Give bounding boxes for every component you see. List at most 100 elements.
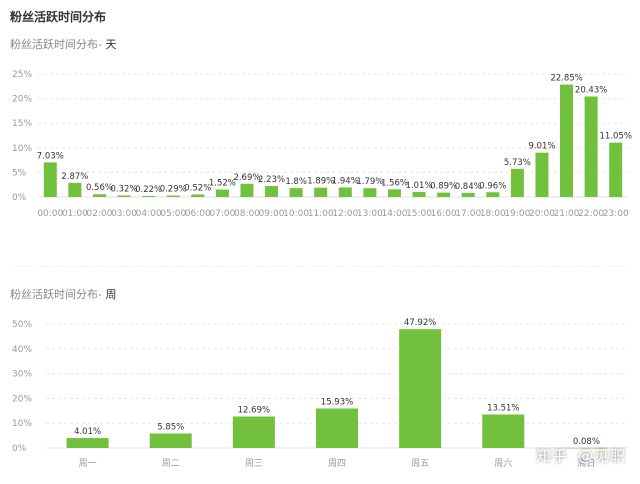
x-tick-label: 00:00 — [37, 209, 63, 219]
y-tick-label: 5% — [12, 168, 27, 178]
y-tick-label: 50% — [12, 320, 32, 330]
y-tick-label: 25% — [12, 70, 32, 80]
x-tick-label: 周三 — [245, 458, 263, 469]
bar — [265, 186, 279, 197]
bar — [535, 152, 549, 197]
x-tick-label: 03:00 — [111, 209, 137, 219]
bar — [609, 142, 623, 197]
bar-value-label: 5.85% — [157, 422, 184, 432]
bar — [149, 433, 192, 448]
y-tick-label: 15% — [12, 119, 32, 129]
bar — [289, 188, 303, 197]
bar — [399, 329, 442, 448]
bar — [338, 187, 352, 197]
bar-value-label: 1.89% — [307, 177, 334, 187]
y-tick-label: 40% — [12, 345, 32, 355]
bar-value-label: 7.03% — [37, 151, 64, 161]
x-tick-label: 周六 — [494, 457, 512, 469]
x-tick-label: 10:00 — [283, 209, 309, 219]
y-tick-label: 10% — [12, 144, 32, 154]
bar — [584, 96, 598, 197]
bar — [363, 188, 377, 197]
bar-value-label: 13.51% — [487, 403, 519, 413]
bar-value-label: 2.23% — [258, 175, 285, 185]
bar — [166, 195, 180, 197]
week-chart-title-suffix: 周 — [105, 288, 117, 301]
x-tick-label: 15:00 — [406, 209, 432, 219]
x-tick-label: 20:00 — [529, 209, 555, 219]
y-tick-label: 10% — [12, 419, 32, 429]
bar — [437, 192, 451, 197]
bar — [316, 408, 358, 448]
bar-value-label: 0.96% — [479, 181, 506, 191]
bar-value-label: 4.01% — [74, 427, 101, 437]
weekly-activity-chart: 0% 10% 20% 30% 40% 50% 4.01% 周一 5.85% 周二 12.69% 周三 1… — [12, 318, 628, 469]
bar-value-label: 1.01% — [406, 181, 433, 191]
x-tick-label: 12:00 — [332, 209, 358, 219]
day-chart-title: 粉丝活跃时间分布- 天 — [10, 36, 116, 52]
y-tick-label: 0% — [12, 444, 27, 454]
x-tick-label: 07:00 — [209, 209, 235, 219]
section-divider — [10, 266, 630, 267]
x-tick-label: 周一 — [79, 458, 97, 469]
bar-value-label: 1.8% — [285, 177, 307, 187]
x-tick-label: 04:00 — [136, 209, 162, 219]
bar — [142, 195, 156, 197]
x-tick-label: 08:00 — [234, 209, 260, 219]
bar-value-label: 1.94% — [332, 176, 359, 186]
bar — [565, 447, 608, 449]
page-title: 粉丝活跃时间分布 — [10, 10, 107, 24]
day-chart-title-suffix: 天 — [105, 38, 117, 51]
bar — [66, 438, 109, 448]
week-chart-title: 粉丝活跃时间分布- 周 — [10, 286, 116, 302]
x-tick-label: 05:00 — [160, 209, 186, 219]
bar — [232, 416, 275, 448]
bar-value-label: 2.69% — [233, 173, 260, 183]
watermark: 知乎 @见职 — [536, 445, 626, 466]
bar-value-label: 1.56% — [381, 178, 408, 188]
bar-value-label: 1.79% — [356, 177, 383, 187]
bar-value-label: 22.85% — [550, 74, 582, 84]
bar-value-label: 0.89% — [430, 182, 457, 192]
watermark-author: @见职 — [577, 447, 626, 465]
x-tick-label: 21:00 — [554, 209, 580, 219]
bar — [43, 162, 57, 197]
bar — [215, 189, 229, 197]
bar — [191, 194, 205, 197]
watermark-brand: 知乎 — [535, 447, 568, 465]
bar-value-label: 20.43% — [575, 85, 607, 95]
x-tick-label: 06:00 — [185, 209, 211, 219]
x-tick-label: 周四 — [328, 458, 346, 469]
bar-value-label: 12.69% — [238, 406, 270, 416]
bar-value-label: 1.52% — [209, 179, 236, 189]
x-tick-label: 16:00 — [431, 209, 457, 219]
bar — [482, 414, 525, 448]
week-chart-title-prefix: 粉丝活跃时间分布- — [10, 288, 102, 301]
bar — [240, 183, 254, 197]
bar — [117, 195, 131, 197]
x-tick-label: 19:00 — [504, 209, 530, 219]
bar-value-label: 47.92% — [404, 318, 436, 328]
bar-value-label: 0.56% — [86, 183, 113, 193]
bar — [560, 84, 574, 197]
x-tick-label: 09:00 — [259, 209, 285, 219]
y-tick-label: 0% — [12, 193, 27, 203]
bar — [461, 192, 475, 197]
bar-value-label: 0.32% — [111, 184, 138, 194]
bar — [412, 192, 426, 197]
x-tick-label: 13:00 — [357, 209, 383, 219]
x-tick-label: 11:00 — [308, 209, 334, 219]
bar — [314, 187, 328, 197]
x-tick-label: 17:00 — [455, 209, 481, 219]
bar-value-label: 15.93% — [321, 397, 353, 407]
bar — [92, 194, 106, 197]
bar-value-label: 11.05% — [599, 132, 631, 142]
bar — [68, 182, 82, 197]
x-tick-label: 23:00 — [603, 209, 629, 219]
x-tick-label: 周日 — [577, 458, 595, 469]
hourly-activity-chart: 0% 5% 10% 15% 20% 25% 7.03% 00:00 2.87% 01:00 0.56… — [12, 70, 632, 219]
bar-value-label: 2.87% — [61, 172, 88, 182]
x-tick-label: 周五 — [411, 458, 429, 469]
bar-value-label: 0.29% — [160, 185, 187, 195]
bar-value-label: 5.73% — [504, 158, 531, 168]
